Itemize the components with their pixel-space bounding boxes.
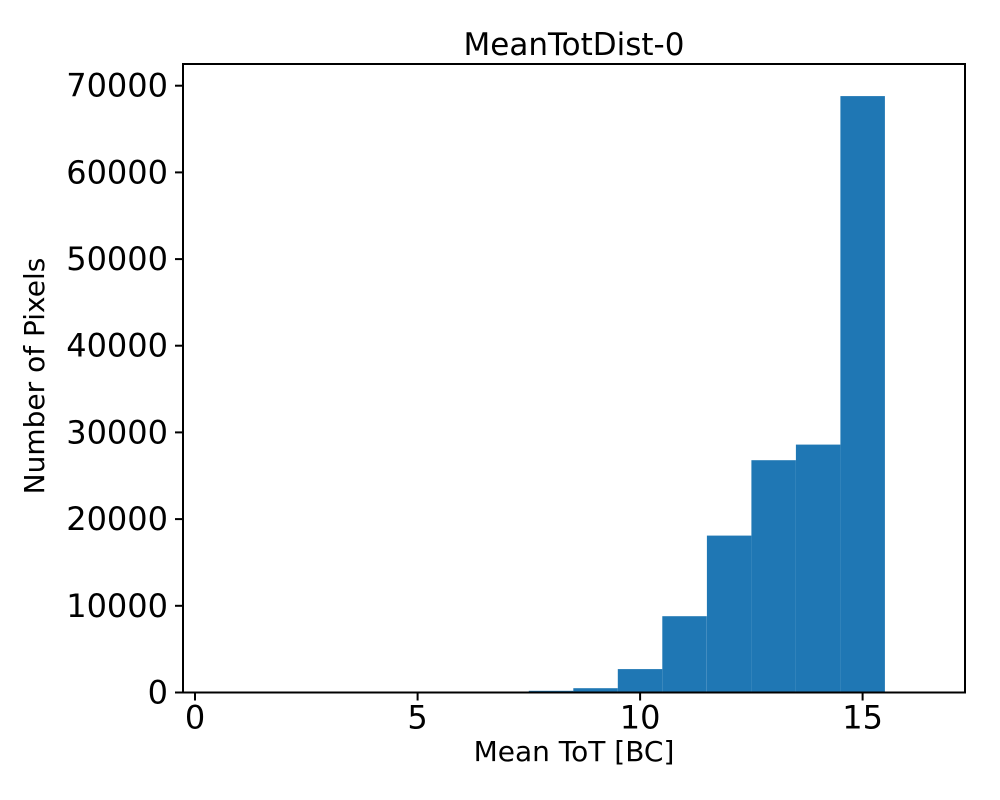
histogram-bar (751, 460, 796, 693)
x-tick-label: 10 (620, 699, 661, 737)
x-axis-ticks: 0 5 10 15 (185, 692, 883, 737)
y-tick-label: 70000 (66, 67, 168, 105)
histogram-bar (617, 669, 663, 693)
x-tick-label: 15 (842, 699, 883, 737)
histogram-bar (840, 96, 885, 693)
x-axis-label: Mean ToT [BC] (474, 735, 675, 768)
y-tick-label: 10000 (66, 587, 168, 625)
plot-border (182, 63, 966, 694)
histogram-bar (706, 535, 752, 693)
y-tick-label: 60000 (66, 153, 168, 191)
y-tick-label: 30000 (66, 413, 168, 451)
x-tick-label: 5 (407, 699, 427, 737)
x-tick-label: 0 (185, 699, 205, 737)
y-tick-label: 0 (148, 674, 168, 712)
histogram-bar (795, 444, 841, 693)
chart-title: MeanTotDist-0 (464, 27, 685, 63)
y-axis-ticks: 0 10000 20000 30000 40000 50000 60000 70000 (66, 67, 183, 712)
histogram-bar (662, 616, 707, 693)
y-tick-label: 40000 (66, 327, 168, 365)
y-tick-label: 20000 (66, 500, 168, 538)
histogram-bar (573, 688, 618, 693)
bars-group (528, 96, 885, 693)
y-axis-label: Number of Pixels (18, 258, 51, 495)
y-tick-label: 50000 (66, 240, 168, 278)
